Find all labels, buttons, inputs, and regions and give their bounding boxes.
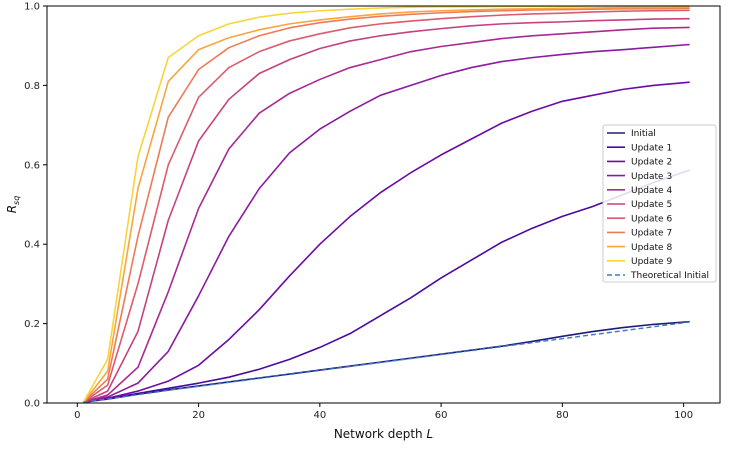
x-tick-label: 100 (674, 410, 693, 421)
series-layer (82, 5, 690, 404)
legend-label: Update 8 (631, 243, 672, 253)
series-line-update-5 (83, 17, 690, 403)
legend-label: Update 3 (631, 172, 672, 182)
y-tick-label: 0.6 (24, 160, 40, 171)
legend-label: Theoretical Initial (630, 271, 709, 281)
series-line-update-7 (82, 7, 690, 403)
legend-label: Update 9 (631, 257, 672, 267)
x-tick-label: 80 (556, 410, 569, 421)
y-tick-label: 0.4 (24, 240, 40, 251)
y-axis-ticks: 0.0 0.2 0.4 0.6 0.8 1.0 (24, 2, 47, 410)
plot-frame (46, 5, 721, 404)
legend-label: Update 5 (631, 200, 672, 210)
legend-label: Update 2 (631, 158, 672, 168)
y-tick-label: 1.0 (24, 2, 40, 13)
y-axis-label: Rsq (5, 196, 21, 214)
y-tick-label: 0.2 (24, 319, 40, 330)
legend-label: Update 6 (631, 214, 672, 224)
x-tick-label: 60 (435, 410, 448, 421)
legend-label: Initial (631, 129, 656, 139)
legend-label: Update 7 (631, 229, 672, 239)
y-tick-label: 0.8 (24, 81, 40, 92)
series-line-update-1 (83, 169, 690, 404)
legend-label: Update 1 (631, 143, 672, 153)
y-tick-label: 0.0 (24, 399, 40, 410)
x-tick-label: 40 (313, 410, 326, 421)
series-line-update-3 (83, 43, 690, 403)
x-tick-label: 20 (192, 410, 205, 421)
series-line-theoretical-initial (83, 321, 690, 403)
series-line-update-6 (82, 9, 690, 403)
legend: Initial Update 1 Update 2 Update 3 Update 4 U… (602, 124, 717, 283)
series-line-update-2 (83, 81, 690, 403)
x-axis-label: Network depth L (334, 427, 433, 441)
series-line-update-8 (82, 6, 690, 403)
legend-label: Update 4 (631, 186, 672, 196)
legend-box (602, 124, 717, 283)
x-tick-label: 0 (74, 410, 80, 421)
series-line-update-4 (83, 26, 690, 403)
x-axis-ticks: 0 20 40 60 80 100 (74, 403, 693, 421)
